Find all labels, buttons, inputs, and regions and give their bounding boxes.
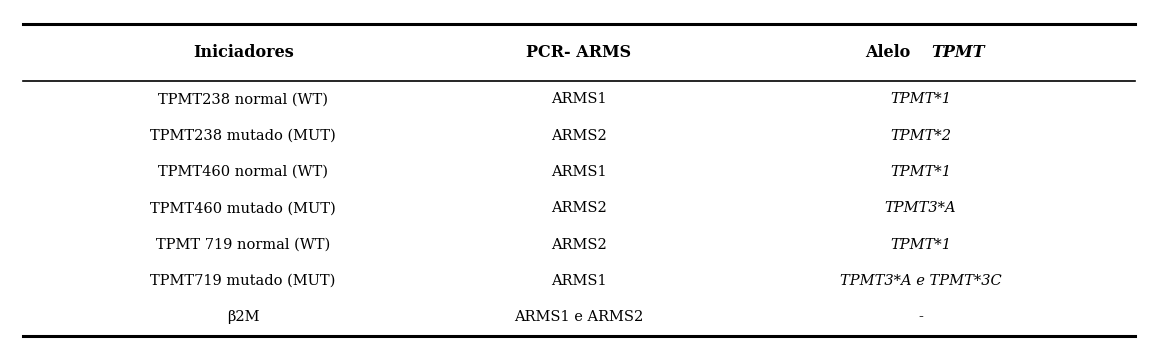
Text: Iniciadores: Iniciadores [192, 44, 294, 61]
Text: -: - [918, 310, 923, 325]
Text: TPMT*1: TPMT*1 [891, 238, 951, 252]
Text: TPMT238 mutado (MUT): TPMT238 mutado (MUT) [151, 129, 336, 143]
Text: TPMT3*A e TPMT*3C: TPMT3*A e TPMT*3C [840, 274, 1002, 288]
Text: ARMS2: ARMS2 [551, 129, 607, 143]
Text: β2M: β2M [227, 310, 259, 325]
Text: ARMS1 e ARMS2: ARMS1 e ARMS2 [514, 310, 644, 325]
Text: TPMT460 normal (WT): TPMT460 normal (WT) [159, 165, 328, 179]
Text: Alelo: Alelo [865, 44, 916, 61]
Text: ARMS2: ARMS2 [551, 238, 607, 252]
Text: TPMT3*A: TPMT3*A [885, 201, 957, 216]
Text: ARMS1: ARMS1 [551, 165, 607, 179]
Text: ARMS1: ARMS1 [551, 274, 607, 288]
Text: TPMT*2: TPMT*2 [891, 129, 951, 143]
Text: TPMT460 mutado (MUT): TPMT460 mutado (MUT) [151, 201, 336, 216]
Text: TPMT*1: TPMT*1 [891, 92, 951, 107]
Text: ARMS1: ARMS1 [551, 92, 607, 107]
Text: PCR- ARMS: PCR- ARMS [527, 44, 631, 61]
Text: ARMS2: ARMS2 [551, 201, 607, 216]
Text: TPMT238 normal (WT): TPMT238 normal (WT) [159, 92, 328, 107]
Text: TPMT*1: TPMT*1 [891, 165, 951, 179]
Text: TPMT719 mutado (MUT): TPMT719 mutado (MUT) [151, 274, 336, 288]
Text: TPMT: TPMT [931, 44, 985, 61]
Text: TPMT 719 normal (WT): TPMT 719 normal (WT) [156, 238, 330, 252]
